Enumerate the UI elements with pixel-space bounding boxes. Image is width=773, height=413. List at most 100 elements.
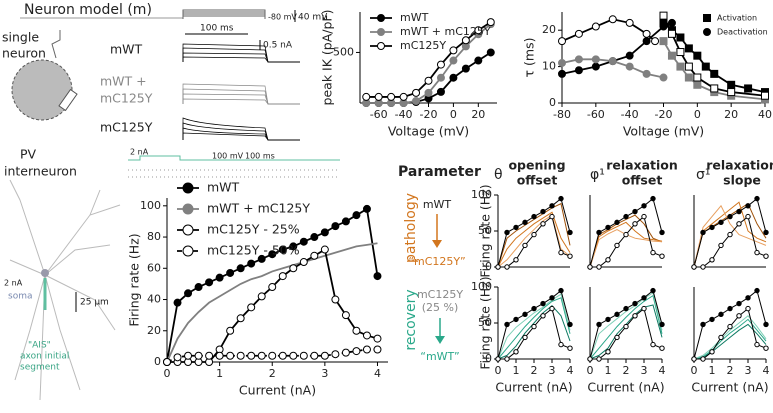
arrow-head bbox=[435, 336, 445, 344]
series-line bbox=[498, 307, 571, 360]
data-point bbox=[436, 73, 445, 82]
legend-label: mWT bbox=[400, 11, 429, 24]
data-point bbox=[540, 221, 546, 227]
data-point bbox=[549, 213, 555, 220]
series-line bbox=[693, 318, 767, 360]
series-line bbox=[497, 214, 571, 268]
legend-marker bbox=[377, 14, 385, 22]
data-point bbox=[540, 208, 546, 215]
data-point bbox=[352, 326, 361, 335]
data-point bbox=[605, 224, 611, 231]
data-point bbox=[718, 334, 724, 341]
y-axis-label: τ (ms) bbox=[522, 38, 537, 78]
data-point bbox=[531, 305, 537, 312]
data-point bbox=[504, 321, 510, 328]
label: PV bbox=[20, 147, 37, 162]
data-point bbox=[641, 213, 647, 220]
legend-marker bbox=[182, 245, 194, 257]
x-tick-label: 3 bbox=[641, 364, 648, 377]
data-point bbox=[642, 69, 651, 78]
x-tick-label: 40 bbox=[758, 108, 772, 121]
data-point bbox=[727, 323, 733, 330]
data-point bbox=[474, 26, 483, 35]
data-point bbox=[412, 88, 421, 97]
data-point bbox=[373, 345, 382, 354]
data-point bbox=[226, 351, 235, 360]
y-tick-label: 50 bbox=[478, 316, 492, 329]
data-point bbox=[727, 88, 736, 97]
data-point bbox=[194, 351, 203, 360]
x-axis-label: Current (nA) bbox=[239, 383, 316, 398]
y-tick-label: 10 bbox=[542, 60, 556, 73]
soma bbox=[41, 269, 49, 277]
legend-marker bbox=[182, 182, 194, 194]
data-point bbox=[513, 349, 519, 355]
data-point bbox=[299, 237, 308, 246]
data-point bbox=[424, 88, 433, 97]
series-line bbox=[590, 307, 663, 360]
data-point bbox=[236, 314, 245, 323]
data-point bbox=[591, 55, 600, 64]
data-point bbox=[310, 351, 319, 360]
data-point bbox=[486, 48, 495, 57]
x-tick-label: 0 bbox=[164, 367, 171, 380]
x-tick-label: 0 bbox=[495, 364, 502, 377]
scale-label: 100 mV bbox=[212, 152, 244, 161]
data-point bbox=[558, 69, 566, 78]
data-point bbox=[659, 229, 665, 236]
series-line bbox=[589, 291, 663, 360]
data-point bbox=[596, 229, 602, 236]
data-point bbox=[754, 341, 760, 348]
data-point bbox=[684, 73, 693, 82]
data-point bbox=[632, 208, 638, 215]
data-point bbox=[745, 305, 751, 312]
data-point bbox=[310, 251, 319, 260]
data-point bbox=[632, 221, 638, 227]
label: axon initial bbox=[20, 352, 69, 362]
data-point bbox=[310, 233, 319, 242]
data-point bbox=[587, 264, 593, 270]
scale-label: 100 ms bbox=[245, 152, 275, 161]
data-point bbox=[504, 264, 510, 270]
data-point bbox=[676, 62, 685, 71]
x-tick-label: 1 bbox=[709, 364, 716, 377]
data-point bbox=[268, 351, 277, 360]
legend-marker bbox=[182, 203, 194, 215]
data-point bbox=[691, 264, 697, 270]
data-point bbox=[676, 33, 685, 42]
data-point bbox=[531, 231, 537, 238]
label: 2 nA bbox=[4, 279, 23, 288]
y-tick-label: 20 bbox=[147, 324, 161, 337]
data-point bbox=[718, 242, 724, 249]
data-point bbox=[257, 292, 266, 301]
data-point bbox=[362, 92, 371, 101]
data-point bbox=[736, 221, 742, 227]
data-point bbox=[331, 350, 340, 359]
data-point bbox=[700, 229, 706, 236]
data-point bbox=[632, 313, 638, 319]
data-point bbox=[659, 321, 665, 328]
data-point bbox=[745, 203, 751, 209]
data-point bbox=[522, 219, 528, 226]
data-point bbox=[701, 62, 710, 71]
data-point bbox=[289, 242, 298, 251]
series-line bbox=[589, 214, 663, 268]
data-point bbox=[727, 305, 733, 312]
param-name: offset bbox=[622, 173, 663, 188]
data-point bbox=[226, 268, 235, 277]
data-point bbox=[574, 66, 583, 75]
data-point bbox=[667, 18, 676, 27]
data-point bbox=[567, 345, 573, 351]
voltage-steps bbox=[182, 9, 266, 19]
data-point bbox=[278, 272, 287, 281]
label: Parameter bbox=[398, 164, 481, 180]
data-point bbox=[650, 287, 656, 294]
x-axis-label: Current (nA) bbox=[495, 380, 572, 395]
data-point bbox=[710, 69, 719, 78]
x-tick-label: 4 bbox=[763, 364, 770, 377]
data-point bbox=[362, 204, 371, 213]
data-point bbox=[567, 321, 573, 328]
label: “mWT” bbox=[420, 350, 459, 363]
legend-marker bbox=[703, 14, 711, 22]
data-point bbox=[341, 217, 350, 226]
